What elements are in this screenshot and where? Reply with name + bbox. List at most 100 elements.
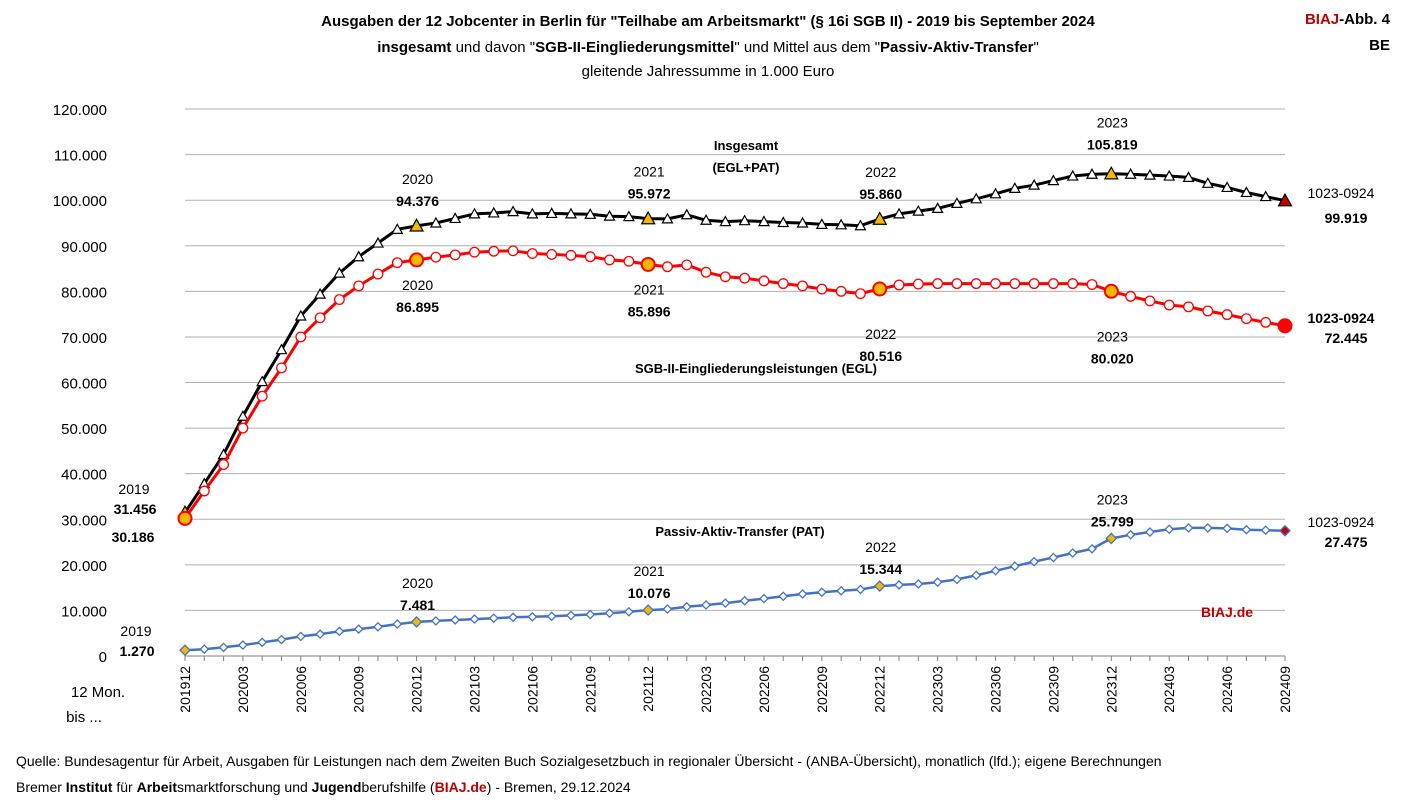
x-tick-label: 202312 [1103, 666, 1119, 713]
annotation-value: 86.895 [396, 299, 439, 315]
data-point [719, 215, 732, 227]
data-point [1222, 523, 1233, 534]
x-tick-label: 202203 [698, 666, 714, 713]
annotation-year: 2019 [120, 623, 151, 639]
data-point [508, 612, 518, 623]
data-point [970, 278, 982, 290]
data-point [450, 615, 461, 625]
data-point [873, 580, 886, 592]
data-point [894, 579, 904, 590]
data-point [372, 268, 384, 280]
data-point [970, 192, 983, 204]
data-point [410, 615, 423, 628]
data-point [1163, 169, 1176, 181]
title-part-sep2: " und Mittel aus dem " [734, 39, 880, 56]
data-point [796, 216, 809, 228]
data-point [177, 510, 193, 526]
inst-p7: berufshilfe ( [361, 779, 434, 795]
data-point [816, 283, 828, 295]
x-tick-label: 202006 [293, 666, 309, 713]
data-point [971, 570, 982, 581]
data-point [932, 577, 943, 588]
data-point [603, 209, 616, 221]
data-point [1240, 313, 1252, 325]
data-point [622, 210, 635, 222]
annotation-value: 95.972 [628, 186, 671, 202]
data-point [836, 585, 847, 596]
data-point [1028, 278, 1040, 290]
annotation-year: 2021 [634, 281, 665, 297]
x-tick-label: 202106 [524, 666, 540, 713]
x-tick-label: 202303 [930, 666, 946, 713]
data-point [468, 207, 481, 219]
data-point [430, 251, 442, 263]
inst-p3: für [112, 779, 136, 795]
y-tick-label: 50.000 [61, 421, 107, 438]
data-point [565, 249, 577, 261]
inst-p5: smarktforschung und [177, 779, 312, 795]
data-point [623, 606, 634, 617]
data-point [1259, 190, 1272, 202]
data-point [449, 249, 461, 261]
x-tick-label: 202112 [640, 666, 656, 712]
data-point [777, 278, 789, 290]
data-point [640, 210, 656, 225]
y-tick-label: 20.000 [61, 558, 107, 575]
y-tick-label: 30.000 [61, 512, 107, 529]
data-point [391, 223, 404, 234]
data-point [1201, 177, 1214, 188]
series [177, 165, 1293, 657]
data-point [295, 631, 306, 642]
x-tick-label: 202209 [814, 666, 830, 713]
inst-p9: ) - Bremen, 29.12.2024 [487, 779, 631, 795]
x-tick-label: 202306 [988, 666, 1004, 713]
y-axis: 0 10.000 20.000 30.000 40.000 50.000 60.000 70.… [53, 102, 107, 666]
data-point [488, 613, 499, 624]
figure-badge: BIAJ-Abb. 4 [1305, 11, 1391, 28]
data-point [719, 271, 731, 283]
data-point [720, 598, 731, 609]
data-point [585, 609, 596, 620]
inst-p6: Jugend [312, 779, 362, 795]
data-point [931, 202, 944, 214]
data-point [1008, 182, 1021, 193]
data-point [835, 218, 848, 230]
series-label-total-line1: Insgesamt [714, 138, 779, 153]
data-point [566, 610, 576, 621]
annotation-value: 7.481 [400, 597, 435, 613]
data-point [507, 205, 520, 217]
title-part-pat: Passiv-Aktiv-Transfer [880, 39, 1034, 56]
data-point [1009, 278, 1021, 290]
data-point [294, 309, 307, 321]
data-point [276, 362, 287, 374]
data-point [237, 422, 249, 434]
data-point [778, 591, 789, 602]
series-label-pat: Passiv-Aktiv-Transfer (PAT) [655, 524, 824, 539]
data-point [700, 214, 713, 225]
data-point [912, 204, 925, 216]
data-point [429, 216, 442, 228]
data-point [1085, 167, 1099, 179]
data-point [757, 215, 770, 227]
annotation-year: 2020 [402, 277, 433, 293]
x-tick-label: 202003 [235, 666, 251, 713]
data-point [1087, 543, 1097, 554]
data-point [1277, 318, 1293, 334]
data-point [333, 266, 346, 278]
annotation-year: 1023-0924 [1308, 185, 1375, 201]
annotation-year: 2019 [118, 481, 149, 497]
annotation-value: 25.799 [1091, 513, 1134, 529]
annotation-year: 2022 [865, 164, 896, 180]
annotation-value: 1.270 [119, 643, 154, 659]
annotation-value: 99.919 [1325, 210, 1368, 226]
data-point [333, 294, 345, 306]
data-point [701, 600, 711, 610]
data-point [893, 279, 905, 291]
data-point [546, 248, 558, 260]
data-point [409, 218, 425, 232]
title-part-egl: SGB-II-Eingliederungsmittel [535, 39, 734, 56]
data-point [1144, 295, 1156, 307]
data-point [1221, 181, 1234, 193]
data-point [815, 218, 828, 229]
annotation-year: 2022 [865, 326, 896, 342]
